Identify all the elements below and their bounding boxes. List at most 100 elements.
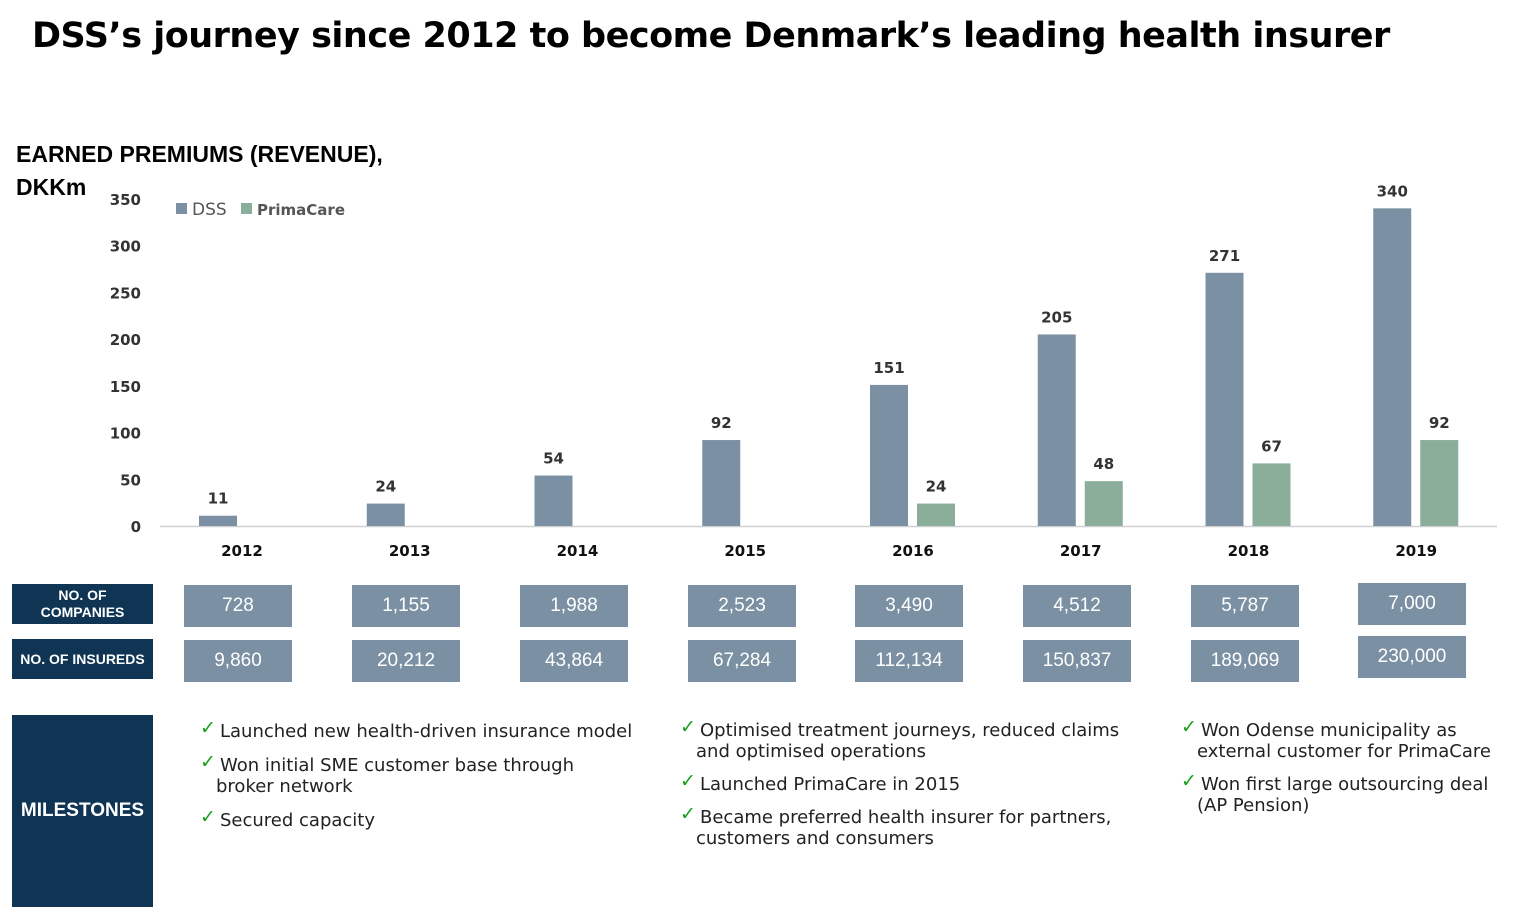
data-label: 271: [1209, 247, 1240, 265]
milestone-item: ✓ Became preferred health insurer for par…: [680, 803, 1150, 850]
bar-dss-2017: [1037, 334, 1076, 526]
chart-label-line2: DKKm: [16, 174, 87, 200]
bar-primacare-2019: [1420, 440, 1459, 526]
x-tick-label: 2014: [557, 542, 599, 560]
insureds-cell: 189,069: [1191, 640, 1299, 682]
bar-dss-2019: [1373, 208, 1412, 527]
companies-label-line2: COMPANIES: [40, 604, 125, 620]
companies-cell: 728: [184, 585, 292, 627]
legend-swatch-dss: [176, 203, 187, 214]
companies-cell: 3,490: [855, 585, 963, 627]
companies-row-label: NO. OF COMPANIES: [12, 584, 153, 624]
milestone-item: ✓ Secured capacity: [200, 806, 640, 832]
milestones-label: MILESTONES: [12, 715, 153, 907]
y-tick-label: 50: [120, 471, 141, 489]
companies-cell: 7,000: [1358, 583, 1466, 625]
y-tick-label: 200: [110, 331, 141, 349]
legend-label-primacare: PrimaCare: [257, 201, 345, 219]
x-tick-label: 2019: [1395, 542, 1437, 560]
insureds-label: NO. OF INSUREDS: [20, 650, 145, 667]
bar-dss-2013: [366, 503, 405, 526]
legend-swatch-primacare: [241, 203, 252, 214]
milestone-text: Became preferred health insurer for part…: [700, 807, 1112, 828]
companies-cell: 5,787: [1191, 585, 1299, 627]
bar-primacare-2016: [917, 503, 955, 526]
milestone-text: and optimised operations: [696, 741, 927, 762]
milestone-item: ✓ Won Odense municipality as external cust…: [1181, 716, 1511, 763]
data-label: 11: [208, 490, 229, 508]
chart-label: EARNED PREMIUMS (REVENUE), DKKm: [16, 138, 383, 204]
milestone-item: ✓ Launched PrimaCare in 2015: [680, 771, 1150, 796]
companies-label-line1: NO. OF: [58, 587, 107, 603]
data-label: 92: [1429, 414, 1450, 432]
data-label: 205: [1041, 308, 1072, 326]
milestone-item: ✓ Won initial SME customer base through br…: [200, 751, 640, 798]
insureds-row-label: NO. OF INSUREDS: [12, 639, 153, 679]
milestone-text: external customer for PrimaCare: [1197, 741, 1491, 762]
milestone-text: (AP Pension): [1197, 795, 1310, 816]
milestone-text: Optimised treatment journeys, reduced cl…: [700, 720, 1120, 741]
companies-cell: 1,988: [520, 585, 628, 627]
chart-label-line1: EARNED PREMIUMS (REVENUE),: [16, 141, 383, 167]
bar-dss-2018: [1205, 272, 1244, 526]
milestone-text: broker network: [216, 776, 353, 797]
data-label: 48: [1093, 455, 1114, 473]
y-tick-label: 350: [110, 191, 141, 209]
milestones-column-1: ✓ Launched new health-driven insurance mo…: [200, 717, 640, 832]
insureds-cell: 43,864: [520, 640, 628, 682]
checkmark-icon: ✓: [680, 716, 696, 738]
checkmark-icon: ✓: [200, 717, 216, 739]
milestone-text: Won first large outsourcing deal: [1201, 774, 1489, 795]
milestones-column-2: ✓ Optimised treatment journeys, reduced c…: [680, 716, 1150, 850]
x-tick-label: 2018: [1228, 542, 1270, 560]
data-label: 151: [873, 359, 904, 377]
insureds-cell: 112,134: [855, 640, 963, 682]
checkmark-icon: ✓: [200, 751, 216, 773]
insureds-cell: 20,212: [352, 640, 460, 682]
insureds-cell: 9,860: [184, 640, 292, 682]
bar-dss-2015: [702, 440, 741, 526]
milestone-item: ✓ Optimised treatment journeys, reduced c…: [680, 716, 1150, 763]
legend-label-dss: DSS: [192, 200, 227, 220]
data-label: 92: [711, 414, 732, 432]
checkmark-icon: ✓: [200, 806, 216, 828]
checkmark-icon: ✓: [1181, 770, 1197, 792]
insureds-cell: 230,000: [1358, 636, 1466, 678]
x-tick-label: 2017: [1060, 542, 1102, 560]
bar-dss-2012: [199, 515, 237, 526]
milestone-text: Launched new health-driven insurance mod…: [220, 721, 633, 742]
data-label: 54: [543, 450, 564, 468]
x-tick-label: 2016: [892, 542, 934, 560]
milestone-text: Launched PrimaCare in 2015: [700, 774, 961, 795]
insureds-cell: 67,284: [688, 640, 796, 682]
data-label: 24: [375, 478, 396, 496]
bar-dss-2014: [534, 475, 573, 526]
bar-chart: 0 50 100 150 200 250 300 350 11 2012 24 2013 54 2014 9…: [110, 182, 1497, 560]
milestone-item: ✓ Won first large outsourcing deal (AP Pen…: [1181, 770, 1511, 817]
data-label: 67: [1261, 437, 1282, 455]
page-title: DSS’s journey since 2012 to become Denma…: [32, 16, 1390, 56]
companies-cell: 2,523: [688, 585, 796, 627]
data-label: 340: [1377, 182, 1408, 200]
y-tick-label: 100: [110, 425, 141, 443]
x-tick-label: 2012: [221, 542, 263, 560]
milestone-text: Won initial SME customer base through: [220, 755, 574, 776]
milestone-text: Secured capacity: [220, 810, 376, 831]
checkmark-icon: ✓: [680, 803, 696, 825]
x-tick-label: 2013: [389, 542, 431, 560]
milestone-item: ✓ Launched new health-driven insurance mo…: [200, 717, 640, 743]
data-label: 24: [926, 478, 947, 496]
milestones-column-3: ✓ Won Odense municipality as external cust…: [1181, 716, 1511, 817]
y-tick-label: 250: [110, 284, 141, 302]
checkmark-icon: ✓: [1181, 716, 1197, 738]
companies-cell: 1,155: [352, 585, 460, 627]
milestone-text: customers and consumers: [696, 828, 934, 849]
milestone-text: Won Odense municipality as: [1201, 720, 1457, 741]
x-tick-label: 2015: [724, 542, 766, 560]
y-tick-label: 0: [131, 518, 141, 536]
milestones-label-text: MILESTONES: [20, 800, 145, 821]
bar-primacare-2017: [1084, 481, 1123, 526]
bar-primacare-2018: [1252, 463, 1291, 526]
insureds-cell: 150,837: [1023, 640, 1131, 682]
bar-dss-2016: [870, 384, 908, 526]
